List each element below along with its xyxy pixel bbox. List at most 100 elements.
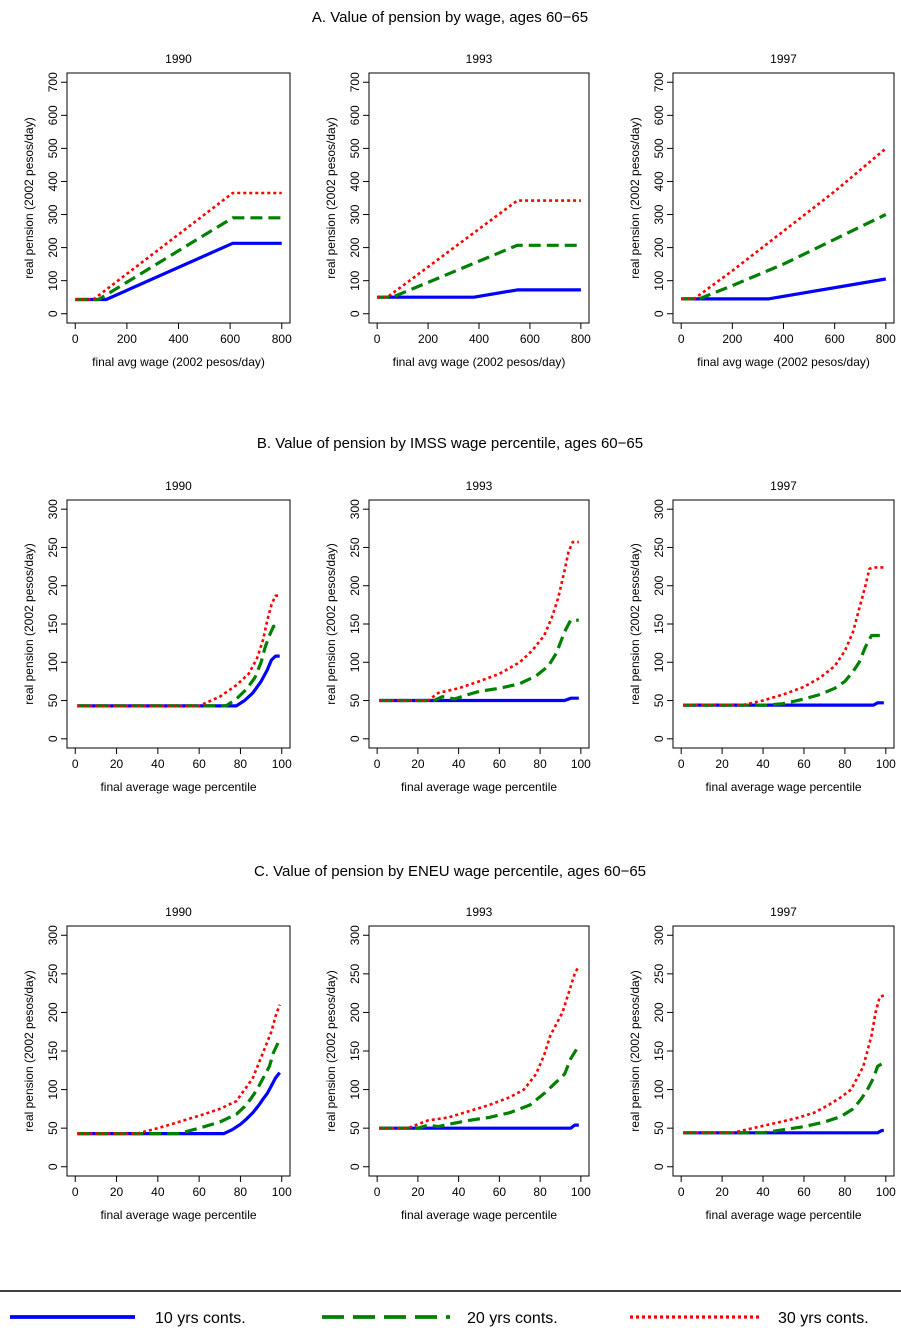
x-axis-label: final average wage percentile (100, 780, 256, 794)
chart-c-1990: 1990 0 20 40 60 80 100 0 50 100 150 200 250 300 final … (22, 905, 292, 1222)
series-line-30-yrs (379, 540, 579, 702)
chart-c-1993: 1993 0 20 40 60 80 100 0 50 100 150 200 250 300 final … (324, 905, 591, 1222)
x-tick-label: 200 (418, 332, 438, 346)
x-tick-label: 40 (756, 1185, 770, 1199)
y-tick-label: 150 (348, 614, 362, 634)
series-line-10-yrs (683, 1128, 884, 1135)
y-tick-label: 100 (46, 1079, 60, 1099)
y-tick-label: 300 (46, 204, 60, 224)
x-tick-label: 0 (678, 1185, 685, 1199)
y-tick-label: 150 (348, 1041, 362, 1061)
y-tick-label: 250 (348, 964, 362, 984)
x-tick-label: 40 (756, 757, 770, 771)
x-tick-label: 40 (452, 757, 466, 771)
chart-a-1993: 1993 0 200 400 600 800 0 100 200 300 400 500 600 700 f… (324, 52, 591, 369)
x-axis-label: final avg wage (2002 pesos/day) (697, 355, 870, 369)
series-line-30-yrs (75, 191, 282, 301)
x-tick-label: 60 (192, 757, 206, 771)
series-line-10-yrs (377, 288, 581, 299)
y-tick-label: 150 (652, 1041, 666, 1061)
x-tick-label: 20 (411, 1185, 425, 1199)
chart-subtitle: 1997 (770, 479, 797, 493)
panel-title: A. Value of pension by wage, ages 60−65 (312, 9, 588, 26)
y-tick-label: 200 (652, 1002, 666, 1022)
series-line-30-yrs (683, 566, 884, 707)
y-tick-label: 0 (348, 1163, 362, 1170)
y-tick-label: 150 (652, 614, 666, 634)
x-axis-label: final average wage percentile (100, 1208, 256, 1222)
panel-c: C. Value of pension by ENEU wage percent… (22, 863, 896, 1222)
x-tick-label: 600 (220, 332, 240, 346)
series-line-20-yrs (77, 1038, 282, 1136)
x-axis-label: final average wage percentile (401, 780, 557, 794)
legend-label: 20 yrs conts. (467, 1310, 558, 1327)
series-line-20-yrs (379, 618, 579, 703)
x-tick-label: 40 (452, 1185, 466, 1199)
x-tick-label: 0 (72, 1185, 79, 1199)
x-tick-label: 100 (876, 1185, 896, 1199)
y-tick-label: 300 (652, 925, 666, 945)
series-line-10-yrs (77, 654, 280, 708)
series-line-20-yrs (683, 633, 884, 707)
y-tick-label: 200 (652, 575, 666, 595)
plot-frame (66, 499, 291, 749)
y-tick-label: 100 (348, 652, 362, 672)
x-tick-label: 200 (117, 332, 137, 346)
y-tick-label: 0 (652, 1163, 666, 1170)
x-tick-label: 40 (151, 1185, 165, 1199)
y-tick-label: 0 (46, 735, 60, 742)
series-line-10-yrs (379, 696, 579, 703)
chart-subtitle: 1997 (770, 905, 797, 919)
y-tick-label: 700 (46, 72, 60, 92)
series-line-30-yrs (379, 965, 580, 1130)
x-tick-label: 20 (715, 1185, 729, 1199)
y-tick-label: 100 (652, 1079, 666, 1099)
legend-label: 30 yrs conts. (778, 1310, 869, 1327)
y-tick-label: 200 (348, 1002, 362, 1022)
y-tick-label: 300 (652, 499, 666, 519)
y-tick-label: 50 (348, 694, 362, 708)
y-tick-label: 250 (46, 537, 60, 557)
y-tick-label: 200 (348, 237, 362, 257)
y-axis-label: real pension (2002 pesos/day) (22, 970, 36, 1131)
x-tick-label: 800 (571, 332, 591, 346)
y-tick-label: 400 (348, 171, 362, 191)
x-tick-label: 100 (272, 757, 292, 771)
x-tick-label: 600 (520, 332, 540, 346)
x-tick-label: 100 (876, 757, 896, 771)
x-tick-label: 0 (72, 757, 79, 771)
chart-subtitle: 1993 (466, 479, 493, 493)
x-tick-label: 20 (715, 757, 729, 771)
plot-frame (368, 499, 590, 749)
y-tick-label: 600 (46, 105, 60, 125)
x-tick-label: 200 (722, 332, 742, 346)
y-axis-label: real pension (2002 pesos/day) (324, 117, 338, 278)
y-tick-label: 500 (652, 138, 666, 158)
plot-frame (66, 72, 291, 324)
x-tick-label: 60 (493, 757, 507, 771)
chart-subtitle: 1993 (466, 52, 493, 66)
series-line-30-yrs (683, 994, 885, 1135)
y-tick-label: 100 (652, 270, 666, 290)
y-tick-label: 400 (46, 171, 60, 191)
y-tick-label: 100 (46, 652, 60, 672)
y-tick-label: 100 (348, 1079, 362, 1099)
plot-frame (368, 925, 590, 1177)
y-tick-label: 500 (348, 138, 362, 158)
x-tick-label: 60 (797, 1185, 811, 1199)
x-tick-label: 100 (272, 1185, 292, 1199)
y-tick-label: 200 (46, 575, 60, 595)
x-tick-label: 80 (838, 1185, 852, 1199)
chart-subtitle: 1993 (466, 905, 493, 919)
x-tick-label: 80 (234, 757, 248, 771)
chart-b-1990: 1990 0 20 40 60 80 100 0 50 100 150 200 250 300 final … (22, 479, 292, 794)
y-tick-label: 300 (652, 204, 666, 224)
x-tick-label: 20 (110, 1185, 124, 1199)
x-axis-label: final average wage percentile (705, 780, 861, 794)
legend: 10 yrs conts. 20 yrs conts. 30 yrs conts. (0, 1290, 901, 1327)
y-tick-label: 250 (46, 964, 60, 984)
plot-frame (66, 925, 291, 1177)
y-tick-label: 250 (652, 537, 666, 557)
y-tick-label: 700 (652, 72, 666, 92)
x-axis-label: final average wage percentile (401, 1208, 557, 1222)
